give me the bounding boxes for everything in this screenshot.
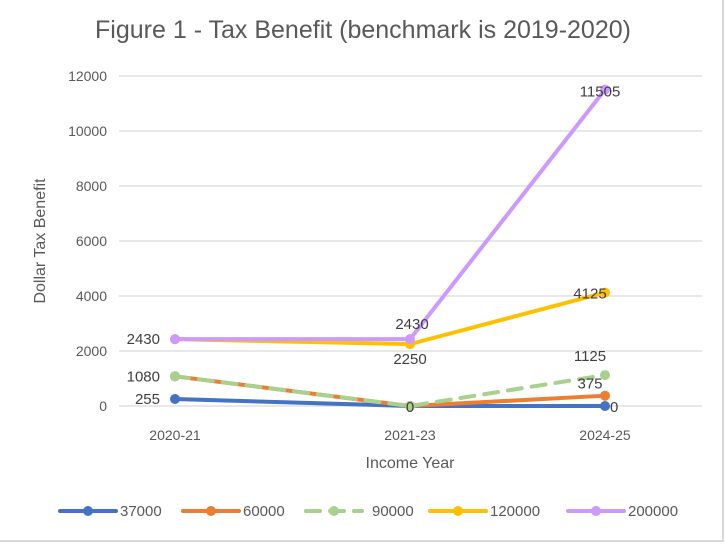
y-tick-label: 12000 bbox=[68, 68, 107, 84]
data-point-90000 bbox=[170, 371, 180, 382]
y-tick-label: 4000 bbox=[76, 288, 107, 304]
data-point-90000 bbox=[405, 401, 415, 411]
legend-marker-90000 bbox=[329, 506, 339, 516]
legend-label-60000: 60000 bbox=[243, 503, 285, 520]
data-label-200000: 2430 bbox=[395, 316, 428, 333]
legend-label-120000: 120000 bbox=[490, 503, 540, 520]
data-label-90000: 1080 bbox=[127, 368, 160, 385]
legend-marker-37000 bbox=[83, 506, 93, 516]
y-tick-label: 0 bbox=[99, 398, 107, 414]
legend-marker-120000 bbox=[453, 506, 463, 516]
data-point-200000 bbox=[405, 334, 415, 345]
data-label-200000: 11505 bbox=[580, 84, 621, 101]
y-tick-label: 6000 bbox=[76, 233, 107, 249]
x-axis-title: Income Year bbox=[366, 455, 456, 472]
x-tick-label: 2020-21 bbox=[149, 427, 201, 443]
data-point-90000 bbox=[600, 370, 610, 381]
y-tick-label: 2000 bbox=[76, 343, 107, 359]
legend-marker-200000 bbox=[591, 506, 601, 516]
data-point-120000 bbox=[600, 287, 610, 298]
y-tick-label: 10000 bbox=[68, 123, 107, 139]
y-tick-label: 8000 bbox=[76, 178, 107, 194]
data-label-200000: 2430 bbox=[127, 331, 160, 348]
data-point-200000 bbox=[600, 84, 610, 95]
data-point-37000 bbox=[600, 401, 610, 411]
series-line-90000 bbox=[173, 373, 607, 408]
data-point-200000 bbox=[170, 334, 180, 345]
series-line-200000 bbox=[173, 87, 607, 342]
data-label-120000: 2250 bbox=[393, 351, 426, 368]
data-label-37000: 255 bbox=[135, 391, 160, 408]
data-label-120000: 4125 bbox=[573, 286, 606, 303]
legend-marker-60000 bbox=[206, 506, 216, 516]
data-label-60000: 375 bbox=[577, 376, 602, 393]
legend-label-90000: 90000 bbox=[372, 503, 414, 520]
legend-label-200000: 200000 bbox=[628, 503, 678, 520]
x-tick-label: 2024-25 bbox=[579, 427, 631, 443]
y-axis-title: Dollar Tax Benefit bbox=[32, 178, 49, 304]
data-label-90000: 0 bbox=[406, 399, 414, 416]
data-label-37000: 0 bbox=[610, 399, 618, 416]
chart-title: Figure 1 - Tax Benefit (benchmark is 201… bbox=[95, 16, 631, 44]
data-label-90000: 1125 bbox=[574, 348, 606, 365]
series-line-120000 bbox=[173, 290, 607, 347]
data-point-60000 bbox=[600, 390, 610, 401]
legend-label-37000: 37000 bbox=[120, 503, 162, 520]
data-point-37000 bbox=[170, 393, 180, 404]
x-tick-label: 2021-23 bbox=[384, 427, 436, 443]
